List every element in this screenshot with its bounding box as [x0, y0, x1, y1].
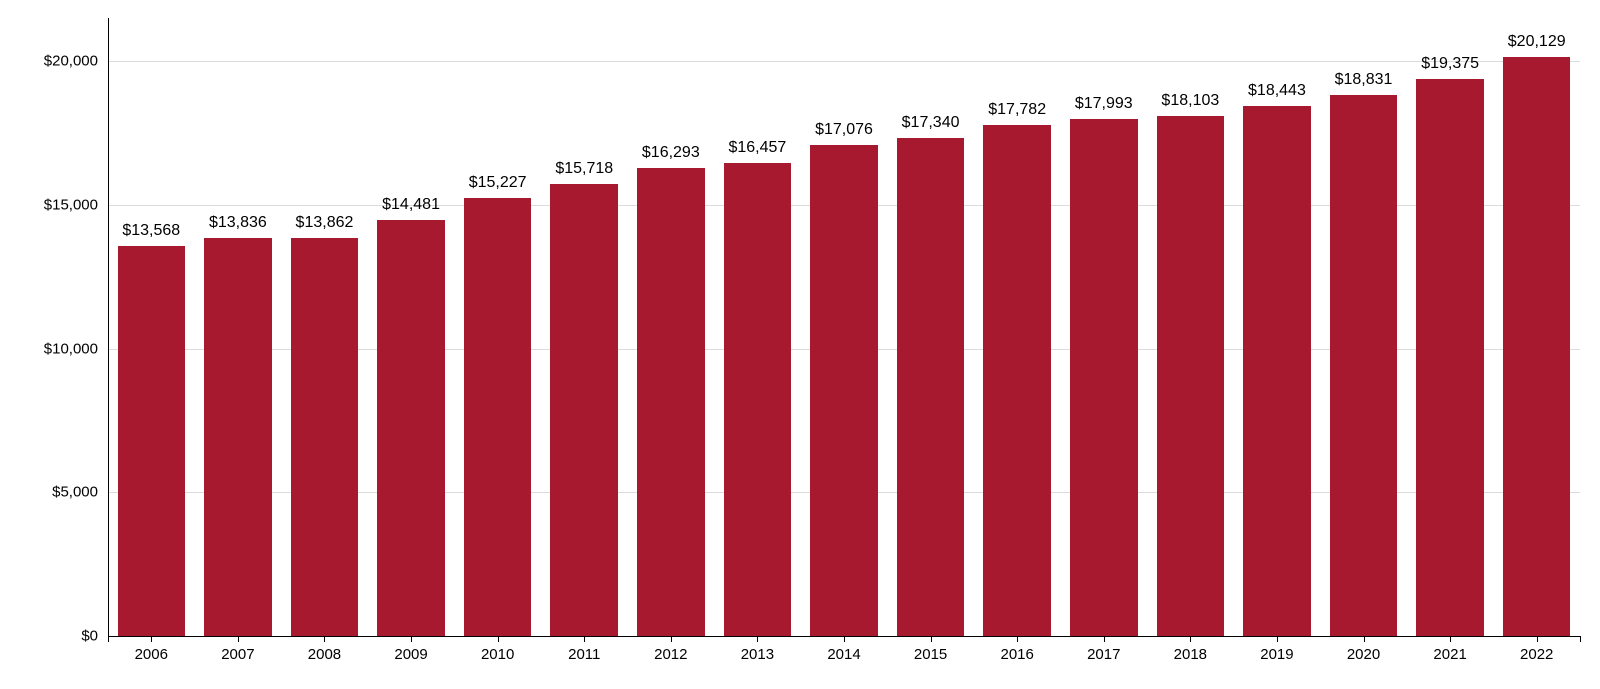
- bar-value-label: $13,836: [209, 214, 267, 238]
- bar-value-label: $13,568: [122, 222, 180, 246]
- y-axis-tick-label: $0: [81, 628, 108, 645]
- bar: [204, 238, 272, 636]
- bar-value-label: $18,103: [1161, 92, 1219, 116]
- x-axis-tick-label: 2020: [1347, 636, 1380, 663]
- x-axis-tick-label: 2019: [1260, 636, 1293, 663]
- bar: [724, 163, 792, 636]
- bar-value-label: $16,293: [642, 144, 700, 168]
- bar-value-label: $19,375: [1421, 55, 1479, 79]
- x-axis-tick-label: 2017: [1087, 636, 1120, 663]
- bar: [1070, 119, 1138, 636]
- bar-value-label: $17,782: [988, 101, 1046, 125]
- y-axis-tick-label: $20,000: [44, 53, 108, 70]
- x-axis-tick-label: 2011: [568, 636, 600, 663]
- bar: [983, 125, 1051, 636]
- bar: [1416, 79, 1484, 636]
- bar-value-label: $17,076: [815, 121, 873, 145]
- bar: [377, 220, 445, 636]
- y-axis-tick-label: $10,000: [44, 340, 108, 357]
- bar-value-label: $14,481: [382, 196, 440, 220]
- x-axis-line: [108, 636, 1580, 637]
- bar-value-label: $15,718: [555, 160, 613, 184]
- x-axis-tick-label: 2008: [308, 636, 341, 663]
- bar-value-label: $16,457: [728, 139, 786, 163]
- x-axis-tick-mark: [1580, 636, 1581, 642]
- x-axis-tick-label: 2021: [1433, 636, 1466, 663]
- bar: [897, 138, 965, 636]
- y-axis-tick-label: $15,000: [44, 196, 108, 213]
- bar-value-label: $13,862: [296, 214, 354, 238]
- bar-value-label: $17,340: [902, 114, 960, 138]
- bar: [1157, 116, 1225, 636]
- bar: [550, 184, 618, 636]
- bar: [1503, 57, 1571, 636]
- bar: [464, 198, 532, 636]
- y-axis-line: [108, 18, 109, 642]
- x-axis-tick-label: 2016: [1000, 636, 1033, 663]
- x-axis-tick-label: 2009: [394, 636, 427, 663]
- x-axis-tick-label: 2022: [1520, 636, 1553, 663]
- bar: [810, 145, 878, 636]
- bar: [1243, 106, 1311, 636]
- bar: [1330, 95, 1398, 636]
- x-axis-tick-label: 2015: [914, 636, 947, 663]
- x-axis-tick-label: 2010: [481, 636, 514, 663]
- gridline: [108, 61, 1580, 62]
- bar: [118, 246, 186, 636]
- x-axis-tick-label: 2013: [741, 636, 774, 663]
- bar-chart: $0 $5,000 $10,000 $15,000 $20,000 $13,568 2006…: [0, 0, 1600, 689]
- x-axis-tick-label: 2014: [827, 636, 860, 663]
- bar-value-label: $18,831: [1335, 71, 1393, 95]
- y-axis-tick-label: $5,000: [52, 484, 108, 501]
- x-axis-tick-label: 2018: [1174, 636, 1207, 663]
- bar-value-label: $20,129: [1508, 33, 1566, 57]
- x-axis-tick-label: 2007: [221, 636, 254, 663]
- plot-area: $0$5,000$10,000$15,000$20,000$13,5682006…: [108, 18, 1580, 636]
- x-axis-tick-label: 2012: [654, 636, 687, 663]
- bar: [637, 168, 705, 636]
- bar-value-label: $17,993: [1075, 95, 1133, 119]
- bar: [291, 238, 359, 636]
- x-axis-tick-label: 2006: [135, 636, 168, 663]
- bar-value-label: $18,443: [1248, 82, 1306, 106]
- bar-value-label: $15,227: [469, 174, 527, 198]
